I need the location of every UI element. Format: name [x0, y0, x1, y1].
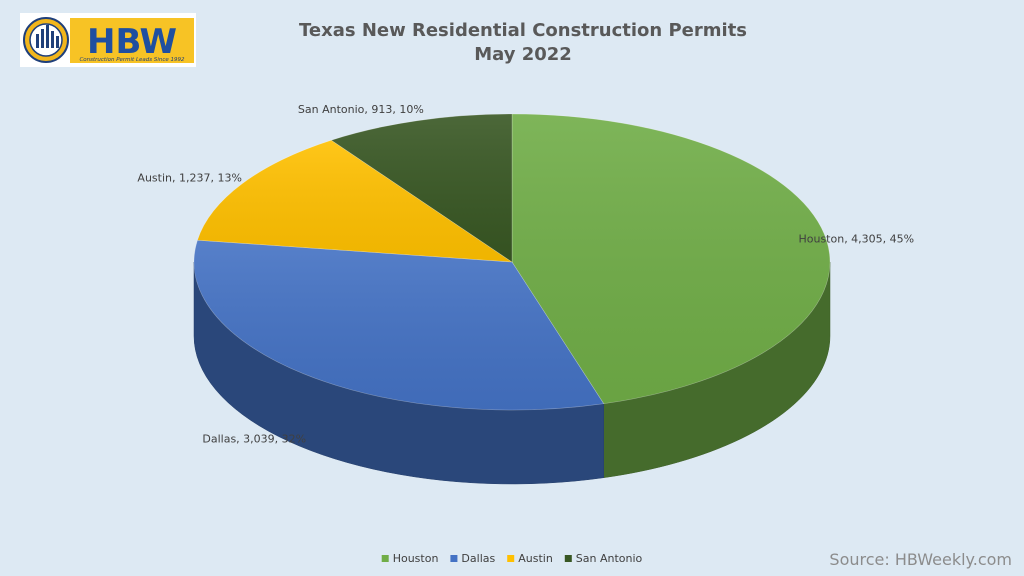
data-label-dallas: Dallas, 3,039, 32%: [202, 433, 306, 446]
data-label-san-antonio: San Antonio, 913, 10%: [298, 103, 424, 116]
legend-swatch-houston: [381, 555, 389, 562]
legend-swatch-austin: [507, 555, 515, 562]
legend-swatch-san-antonio: [564, 555, 572, 562]
chart-title-line-2: May 2022: [474, 44, 572, 65]
chart-title: Texas New Residential Construction Permi…: [299, 20, 747, 65]
hbw-logo-graphic: HBW Construction Permit Leads Since 1992: [23, 17, 194, 63]
legend-label-houston: Houston: [393, 552, 439, 565]
legend-swatch-dallas: [450, 555, 458, 562]
legend-label-austin: Austin: [518, 552, 553, 565]
slice-shade-austin: [197, 140, 512, 262]
source-note: Source: HBWeekly.com: [829, 550, 1012, 569]
legend-label-san-antonio: San Antonio: [576, 552, 643, 565]
legend: Houston Dallas Austin San Antonio: [381, 552, 643, 565]
hbw-logo: HBW Construction Permit Leads Since 1992: [20, 13, 196, 67]
logo-brand-text: HBW: [87, 22, 177, 62]
data-label-austin: Austin, 1,237, 13%: [137, 171, 242, 184]
data-label-houston: Houston, 4,305, 45%: [798, 233, 914, 246]
logo-tagline: Construction Permit Leads Since 1992: [79, 57, 185, 63]
slice-shade-san-antonio: [331, 114, 512, 262]
slice-shade-dallas: [193, 240, 604, 410]
data-labels: Houston, 4,305, 45% Dallas, 3,039, 32% Aus…: [137, 103, 914, 445]
slice-shade-houston: [512, 114, 830, 404]
pie-slices: [193, 113, 831, 411]
chart-title-line-1: Texas New Residential Construction Permi…: [299, 20, 747, 41]
legend-label-dallas: Dallas: [461, 552, 495, 565]
